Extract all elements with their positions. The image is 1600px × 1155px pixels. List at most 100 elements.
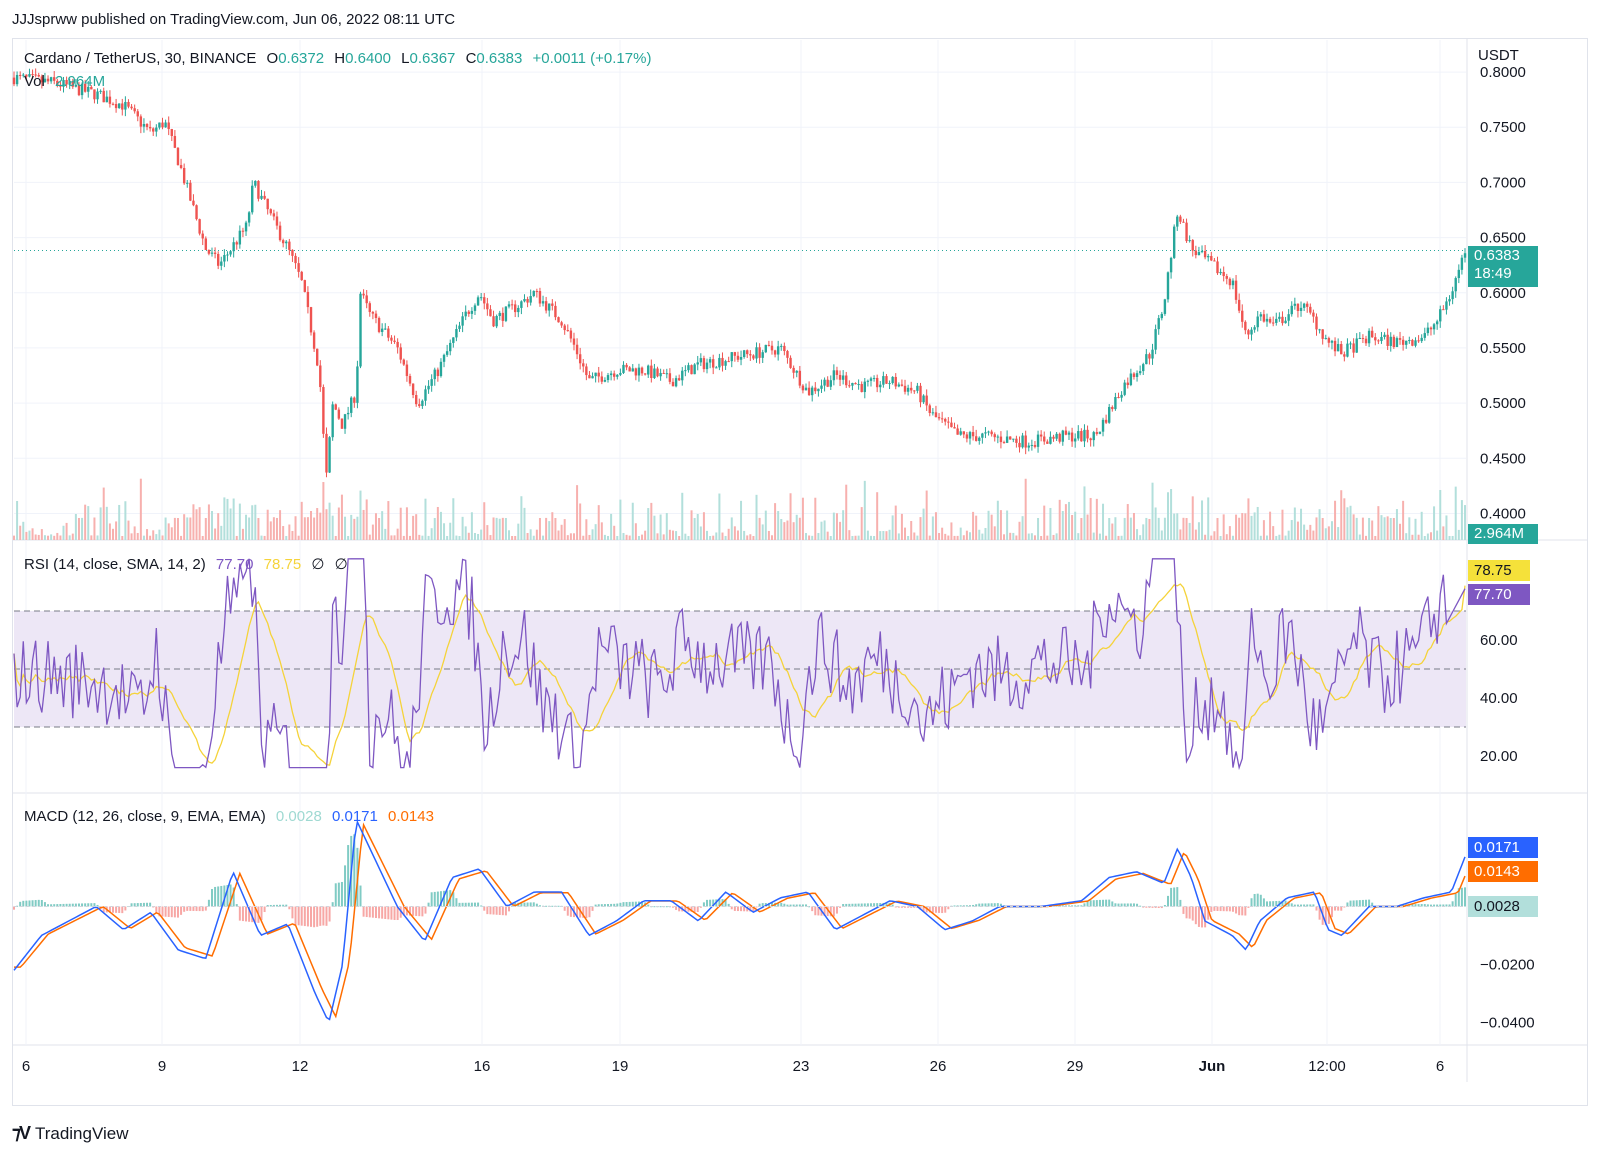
macd-hist-bar bbox=[712, 899, 715, 907]
volume-bar bbox=[229, 508, 232, 540]
candle-body bbox=[1265, 318, 1269, 322]
macd-hist-bar bbox=[1293, 904, 1296, 907]
macd-hist-bar bbox=[412, 906, 415, 916]
macd-hist-bar bbox=[164, 906, 167, 917]
volume-bar bbox=[1049, 507, 1052, 540]
macd-hist-bar bbox=[1262, 898, 1265, 907]
macd-hist-bar bbox=[1098, 899, 1101, 907]
volume-bar bbox=[1080, 517, 1083, 540]
candle-body bbox=[15, 74, 19, 85]
candle-body bbox=[322, 387, 325, 434]
candle-body bbox=[1380, 336, 1383, 342]
volume-bar bbox=[1105, 535, 1108, 540]
macd-hist-bar bbox=[1315, 906, 1318, 911]
volume-bar bbox=[501, 517, 504, 540]
price-badge: 0.6383 18:49 bbox=[1468, 246, 1538, 287]
macd-hist-bar bbox=[1343, 906, 1346, 908]
candle-body bbox=[613, 373, 616, 377]
macd-hist-bar bbox=[1451, 901, 1454, 907]
volume-bar bbox=[879, 531, 882, 540]
macd-hist-bar bbox=[631, 901, 634, 907]
macd-hist-bar bbox=[736, 906, 739, 912]
candle-body bbox=[544, 301, 548, 311]
volume-bar bbox=[436, 506, 439, 540]
tradingview-logo[interactable]: ⁊V TradingView bbox=[12, 1123, 129, 1144]
macd-hist-bar bbox=[1201, 906, 1204, 928]
volume-bar bbox=[124, 501, 127, 540]
candle-body bbox=[699, 358, 703, 363]
macd-hist-bar bbox=[90, 903, 93, 907]
candle-body bbox=[1145, 354, 1148, 365]
candle-body bbox=[1336, 344, 1340, 352]
volume-bar bbox=[384, 528, 387, 540]
macd-title[interactable]: MACD (12, 26, close, 9, EMA, EMA) bbox=[24, 808, 266, 825]
volume-bar bbox=[947, 535, 950, 540]
close-label: C bbox=[465, 50, 477, 67]
volume-bar bbox=[1139, 535, 1142, 540]
volume-bar bbox=[1176, 513, 1179, 540]
volume-bar bbox=[93, 517, 96, 540]
volume-bar bbox=[1374, 535, 1377, 540]
macd-hist-bar bbox=[167, 906, 170, 917]
candle-body bbox=[1033, 444, 1037, 447]
candle-body bbox=[269, 209, 272, 214]
volume-bar bbox=[127, 520, 130, 540]
candle-body bbox=[786, 351, 789, 358]
volume-bar bbox=[405, 507, 408, 540]
candle-body bbox=[1108, 406, 1111, 423]
volume-bar bbox=[1108, 517, 1111, 540]
candle-body bbox=[1213, 260, 1216, 262]
macd-hist-bar bbox=[538, 905, 541, 907]
symbol-title[interactable]: Cardano / TetherUS, 30, BINANCE bbox=[24, 50, 257, 67]
candle-body bbox=[1126, 382, 1129, 386]
macd-hist-value: 0.0028 bbox=[275, 808, 322, 825]
volume-bar bbox=[572, 533, 575, 540]
macd-hist-bar bbox=[1284, 900, 1287, 907]
volume-bar bbox=[37, 534, 40, 540]
volume-bar bbox=[1132, 512, 1135, 540]
candle-body bbox=[1123, 382, 1126, 395]
candle-body bbox=[535, 290, 539, 292]
macd-hist-bar bbox=[1259, 894, 1262, 907]
macd-hist-bar bbox=[430, 892, 433, 907]
volume-bar bbox=[727, 528, 730, 540]
candle-body bbox=[597, 372, 600, 377]
volume-bar bbox=[554, 518, 557, 540]
candle-body bbox=[155, 127, 158, 132]
candle-body bbox=[1030, 444, 1034, 446]
candle-body bbox=[650, 365, 653, 379]
volume-bar bbox=[313, 517, 316, 540]
macd-hist-bar bbox=[220, 885, 223, 907]
volume-bar bbox=[968, 532, 971, 540]
volume-bar bbox=[511, 535, 514, 540]
candle-body bbox=[455, 329, 458, 338]
macd-hist-bar bbox=[863, 903, 866, 907]
candle-body bbox=[569, 330, 573, 339]
volume-bar bbox=[189, 517, 192, 540]
macd-hist-bar bbox=[746, 906, 749, 912]
candle-body bbox=[80, 83, 84, 96]
volume-bar bbox=[1027, 533, 1030, 540]
candle-body bbox=[817, 388, 820, 392]
candle-body bbox=[1083, 429, 1086, 442]
volume-bar bbox=[631, 502, 634, 540]
macd-hist-bar bbox=[842, 904, 845, 907]
volume-bar bbox=[102, 487, 105, 540]
candle-body bbox=[353, 397, 356, 403]
volume-bar bbox=[820, 521, 823, 540]
time-axis-tick: 16 bbox=[474, 1058, 491, 1075]
volume-bar bbox=[1067, 501, 1070, 540]
macd-hist-bar bbox=[641, 901, 644, 907]
candle-body bbox=[866, 380, 870, 382]
candle-body bbox=[439, 361, 443, 377]
rsi-title[interactable]: RSI (14, close, SMA, 14, 2) bbox=[24, 556, 206, 573]
macd-hist-bar bbox=[1188, 906, 1191, 919]
candle-body bbox=[452, 337, 455, 343]
macd-hist-bar bbox=[619, 902, 622, 907]
macd-hist-bar bbox=[832, 906, 835, 917]
macd-hist-bar bbox=[551, 905, 554, 907]
volume-bar bbox=[248, 517, 251, 540]
candle-body bbox=[919, 385, 922, 403]
macd-hist-bar bbox=[498, 906, 501, 915]
